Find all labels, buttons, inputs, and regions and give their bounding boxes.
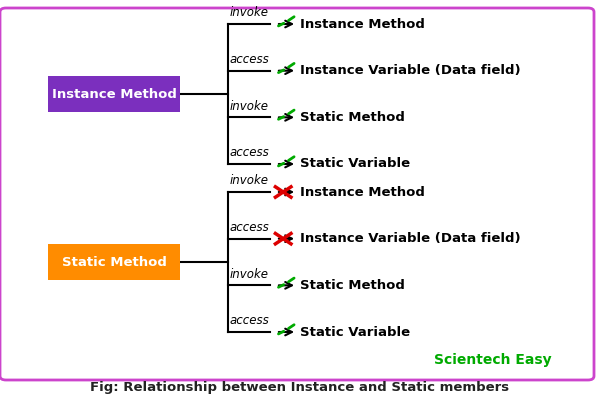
Text: Scientech Easy: Scientech Easy <box>434 353 552 367</box>
Text: Instance Variable (Data field): Instance Variable (Data field) <box>300 64 521 77</box>
FancyBboxPatch shape <box>48 244 180 280</box>
Text: access: access <box>229 146 269 159</box>
Text: Fig: Relationship between Instance and Static members: Fig: Relationship between Instance and S… <box>91 382 509 394</box>
Text: Instance Method: Instance Method <box>52 88 176 100</box>
FancyBboxPatch shape <box>0 8 594 380</box>
Text: Static Variable: Static Variable <box>300 158 410 170</box>
Text: Static Method: Static Method <box>300 279 405 292</box>
Text: Instance Method: Instance Method <box>300 186 425 198</box>
Text: Static Method: Static Method <box>62 256 166 268</box>
Text: Instance Variable (Data field): Instance Variable (Data field) <box>300 232 521 245</box>
Text: Instance Method: Instance Method <box>300 18 425 30</box>
Text: access: access <box>229 221 269 234</box>
Text: Static Method: Static Method <box>300 111 405 124</box>
FancyBboxPatch shape <box>48 76 180 112</box>
Text: Static Variable: Static Variable <box>300 326 410 338</box>
Text: invoke: invoke <box>230 174 269 187</box>
Text: invoke: invoke <box>230 6 269 19</box>
Text: access: access <box>229 53 269 66</box>
Text: access: access <box>229 314 269 327</box>
Text: invoke: invoke <box>230 100 269 112</box>
Text: invoke: invoke <box>230 268 269 280</box>
